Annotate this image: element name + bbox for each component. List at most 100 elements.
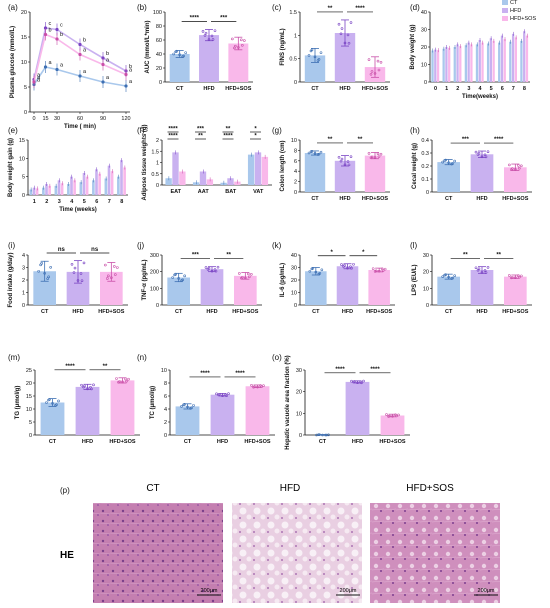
bar xyxy=(210,394,235,435)
chart-a: (a) 0 5 10 15 20 Plasma glucose (mmol/L) Time (… xyxy=(8,3,133,130)
x-tick-label: 5 xyxy=(490,86,493,92)
y-tick-label: 1.5 xyxy=(151,149,159,155)
data-point xyxy=(443,159,446,162)
data-point xyxy=(32,80,36,84)
scale-label-ct: 200μm xyxy=(201,588,218,594)
y-axis-label: Hepatic vacuole area fraction (%) xyxy=(285,355,291,449)
bar xyxy=(110,380,135,435)
data-point xyxy=(106,277,109,280)
data-point xyxy=(486,266,490,269)
data-point xyxy=(80,383,83,387)
y-tick-label: 8 xyxy=(294,148,297,154)
sig-letter: a xyxy=(37,78,41,84)
data-point xyxy=(216,265,220,269)
data-point xyxy=(237,46,240,49)
data-point xyxy=(518,166,521,170)
data-point xyxy=(349,21,353,24)
data-point xyxy=(201,30,205,33)
data-point xyxy=(221,394,224,397)
series-line xyxy=(33,27,127,80)
data-point xyxy=(55,37,59,41)
data-point xyxy=(107,274,110,278)
data-point xyxy=(346,160,350,163)
x-tick-label: EAT xyxy=(170,189,181,195)
data-point xyxy=(343,41,347,45)
y-tick-label: 0 xyxy=(156,183,159,189)
bar xyxy=(234,275,257,305)
data-point xyxy=(337,155,341,159)
data-point xyxy=(339,159,343,163)
bar xyxy=(489,38,492,82)
x-tick-label: HFD xyxy=(203,86,214,92)
bar xyxy=(33,271,56,305)
x-tick-label: AAT xyxy=(198,189,210,195)
data-point xyxy=(181,278,184,282)
x-tick-label: HFD+SOS xyxy=(225,86,251,92)
y-axis-label: Body weight (g) xyxy=(410,25,416,70)
sig-label: *** xyxy=(220,16,228,22)
sig-label: *** xyxy=(192,253,200,259)
bar xyxy=(175,406,200,435)
chart-f: (f) 0 0.5 1 1.5 2 Adipose tissue weights (g) EA… xyxy=(137,124,272,201)
sig-label: **** xyxy=(370,367,380,373)
data-point xyxy=(387,415,390,418)
data-point xyxy=(352,380,355,384)
data-point xyxy=(321,433,324,437)
data-point xyxy=(70,263,74,266)
x-tick-label: 4 xyxy=(478,86,482,92)
sig-letter: a xyxy=(129,68,133,74)
x-tick-label: CT xyxy=(445,196,453,202)
data-point xyxy=(325,433,328,437)
data-point xyxy=(211,38,215,41)
bar xyxy=(206,179,214,185)
y-tick-label: 3 xyxy=(22,266,25,272)
data-point xyxy=(510,276,513,280)
x-tick-label: 0 xyxy=(32,116,35,122)
panel-label: (j) xyxy=(137,241,144,250)
sig-label: * xyxy=(330,250,333,256)
data-point xyxy=(240,38,243,42)
data-point xyxy=(113,265,116,268)
data-point xyxy=(373,72,377,75)
data-point xyxy=(204,266,208,269)
data-point xyxy=(238,272,241,275)
x-tick-label: CT xyxy=(445,309,453,315)
bar xyxy=(117,176,120,195)
sig-label: ** xyxy=(358,137,363,143)
data-point xyxy=(350,266,353,270)
y-tick-label: 20 xyxy=(26,381,32,387)
y-tick-label: 2 xyxy=(294,180,297,186)
data-point xyxy=(78,74,82,78)
bar xyxy=(98,173,101,195)
chart-k: (k) 0 10 20 30 40 IL-6 (pg/mL) CT HFD HFD+SOS * * xyxy=(272,241,395,315)
bar xyxy=(40,402,65,435)
x-axis-label: Time (weeks) xyxy=(59,207,97,213)
data-point xyxy=(82,385,85,389)
sig-label: ** xyxy=(226,127,231,133)
panel-label: (b) xyxy=(137,3,147,12)
data-point xyxy=(369,156,373,160)
histology-header-hfd: HFD xyxy=(280,483,301,494)
y-tick-label: 5 xyxy=(29,420,32,426)
sig-label: ** xyxy=(198,134,203,140)
data-point xyxy=(343,163,347,167)
data-point xyxy=(324,433,327,437)
y-tick-label: 0 xyxy=(29,433,32,439)
y-tick-label: 30 xyxy=(421,28,427,34)
y-tick-label: 1 xyxy=(294,33,297,39)
panel-label: (g) xyxy=(272,126,282,135)
y-tick-label: 15 xyxy=(26,394,32,400)
data-point xyxy=(248,275,251,279)
sig-letter: b xyxy=(60,32,63,38)
bar xyxy=(165,178,172,185)
data-point xyxy=(383,267,387,271)
x-tick-label: HFD xyxy=(72,309,83,315)
sig-label: **** xyxy=(335,367,345,373)
bar xyxy=(334,160,356,192)
data-point xyxy=(320,268,324,272)
x-tick-label: HFD+SOS xyxy=(362,86,388,92)
bar xyxy=(464,45,467,82)
sig-label: **** xyxy=(494,137,504,143)
